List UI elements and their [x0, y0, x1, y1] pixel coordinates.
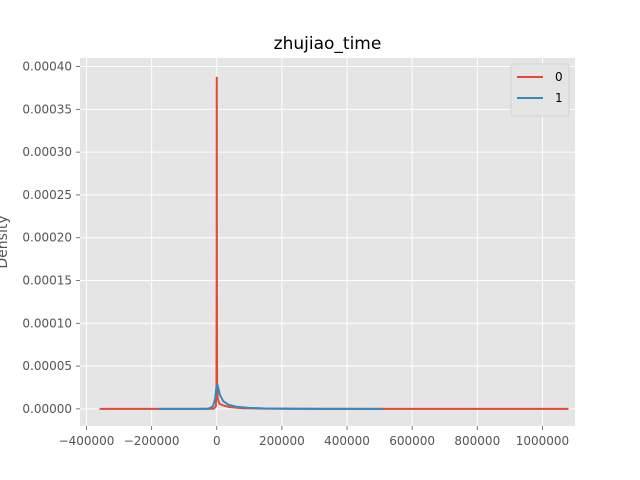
series-line-1	[158, 383, 383, 410]
y-axis-label: Density	[0, 215, 11, 268]
y-tick-label: 0.00010	[22, 316, 72, 330]
y-axis: 0.00000 0.00005 0.00010 0.00015 0.00020 0.000…	[22, 60, 80, 416]
y-tick-label: 0.00000	[22, 402, 72, 416]
series-layer	[99, 76, 569, 410]
x-tick-label: 400000	[324, 434, 370, 448]
y-tick-label: 0.00015	[22, 274, 72, 288]
x-axis: −400000 −200000 0 200000 400000 600000 800000 1…	[59, 426, 569, 448]
y-tick-label: 0.00020	[22, 231, 72, 245]
x-tick-label: 0	[213, 434, 221, 448]
y-tick-label: 0.00025	[22, 188, 72, 202]
x-tick-label: −400000	[59, 434, 115, 448]
legend-label: 1	[555, 91, 563, 105]
x-tick-label: 800000	[454, 434, 500, 448]
plot-area	[80, 58, 575, 426]
y-tick-label: 0.00005	[22, 359, 72, 373]
x-tick-label: 1000000	[516, 434, 569, 448]
chart-title: zhujiao_time	[274, 34, 382, 54]
y-tick-label: 0.00035	[22, 102, 72, 116]
y-tick-label: 0.00040	[22, 60, 72, 74]
x-tick-label: 200000	[259, 434, 305, 448]
y-tick-label: 0.00030	[22, 145, 72, 159]
x-tick-label: −200000	[124, 434, 180, 448]
legend: 01	[510, 63, 570, 117]
x-tick-label: 600000	[389, 434, 435, 448]
legend-label: 0	[555, 70, 563, 84]
